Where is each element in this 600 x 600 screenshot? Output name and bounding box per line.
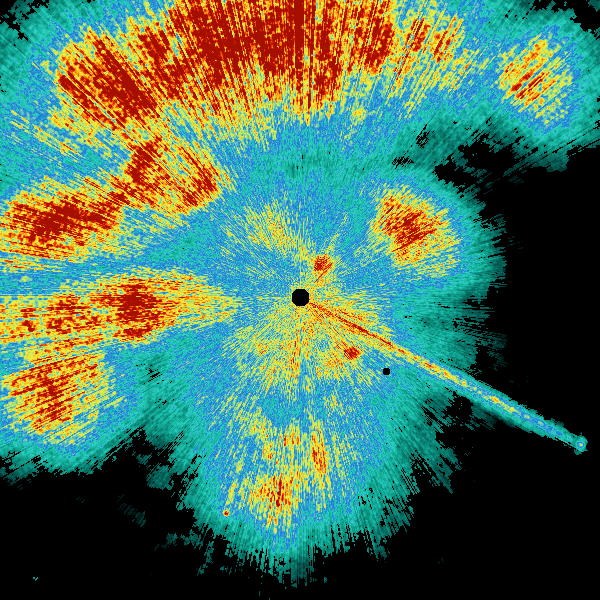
radar-image-panel: Base Reflectivity PPI dBZ nws-reflectivi… — [0, 0, 600, 600]
radar-reflectivity-canvas — [0, 0, 600, 600]
